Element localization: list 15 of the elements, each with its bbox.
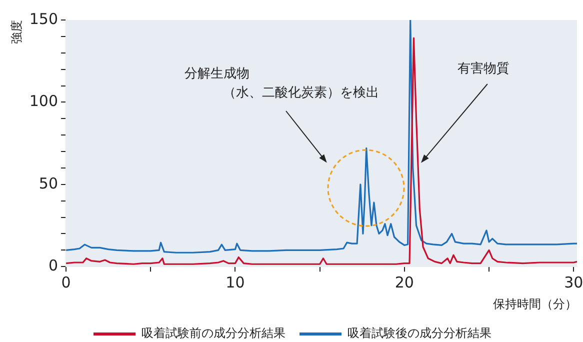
x-tick-label: 20	[394, 273, 414, 292]
annotation: 有害物質	[457, 60, 510, 78]
x-axis-title: 保持時間（分）	[493, 296, 577, 311]
annotation: （水、二酸化炭素）を検出	[223, 84, 380, 102]
legend-label: 吸着試験後の成分分析結果	[348, 326, 492, 340]
annotation: 分解生成物	[184, 66, 250, 83]
y-tick-label: 0	[48, 256, 58, 274]
x-tick-label: 0	[61, 273, 71, 292]
legend-label: 吸着試験前の成分分析結果	[142, 326, 286, 340]
y-tick-label: 150	[29, 10, 58, 28]
x-tick-label: 30	[564, 273, 583, 292]
y-tick-label: 100	[29, 92, 58, 110]
y-tick-label: 50	[38, 174, 58, 192]
y-axis-title: 強度	[9, 20, 24, 44]
x-tick-label: 10	[226, 273, 245, 292]
